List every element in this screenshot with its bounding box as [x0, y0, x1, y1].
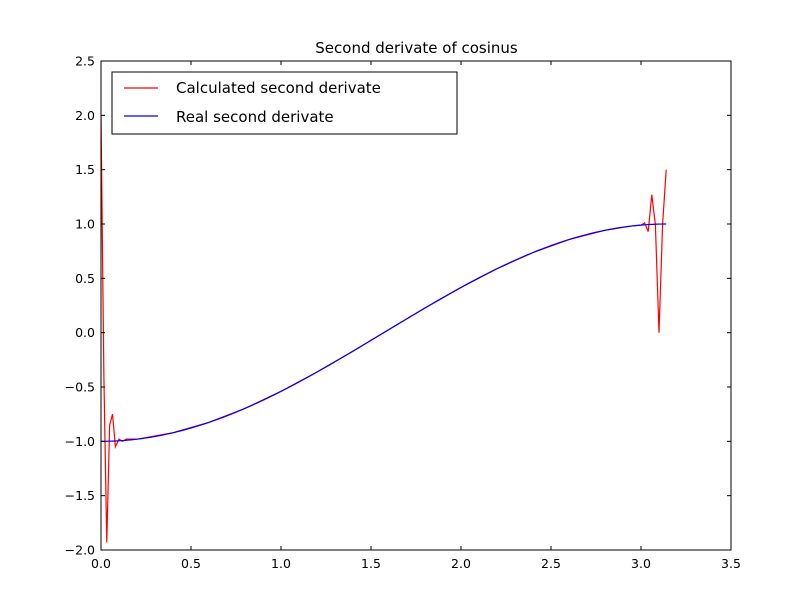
ticks-layer: 0.0 0.5 1.0 1.5 2.0 2.5 3.0 3.5 −2.0 −1.5 −1.0 −0.5… — [65, 54, 741, 572]
legend: Calculated second derivate Real second d… — [111, 71, 458, 135]
y-tick-label: −1.5 — [65, 488, 95, 503]
x-tick-label: 3.5 — [721, 556, 741, 571]
x-tick-label: 0.5 — [181, 556, 201, 571]
series-layer — [101, 115, 667, 543]
x-tick-label: 1.5 — [361, 556, 381, 571]
y-tick-label: 0.0 — [75, 325, 95, 340]
y-tick-label: 1.5 — [75, 162, 95, 177]
legend-label-real: Real second derivate — [176, 108, 334, 126]
series-line-1 — [101, 223, 667, 442]
chart-title: Second derivate of cosinus — [315, 39, 518, 57]
y-tick-label: −1.0 — [65, 434, 95, 449]
x-tick-label: 1.0 — [271, 556, 291, 571]
legend-label-calculated: Calculated second derivate — [176, 79, 381, 97]
y-tick-label: 2.0 — [75, 108, 95, 123]
x-tick-label: 0.0 — [91, 556, 111, 571]
y-tick-label: 2.5 — [75, 54, 95, 69]
y-tick-label: −2.0 — [65, 543, 95, 558]
plot-frame — [100, 60, 732, 551]
legend-box — [111, 71, 458, 135]
y-tick-label: 1.0 — [75, 217, 95, 232]
plot-area — [101, 61, 731, 550]
x-tick-label: 2.0 — [451, 556, 471, 571]
y-tick-label: 0.5 — [75, 271, 95, 286]
x-tick-label: 2.5 — [541, 556, 561, 571]
x-tick-label: 3.0 — [631, 556, 651, 571]
y-tick-label: −0.5 — [65, 380, 95, 395]
